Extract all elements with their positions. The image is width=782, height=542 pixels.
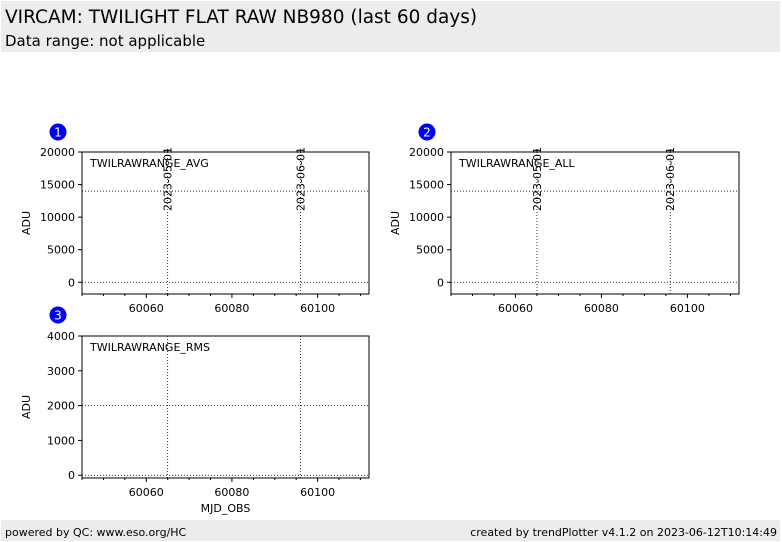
page-title: VIRCAM: TWILIGHT FLAT RAW NB980 (last 60… [5,7,478,28]
x-tick-label: 60100 [300,486,335,499]
date-label: 2023-06-01 [294,147,307,211]
panel-badge [418,123,436,141]
x-tick-label: 60080 [214,302,249,315]
y-axis-label: ADU [389,211,402,235]
chart-panel-3: 0 1000 2000 3000 4000 60060 60080 60100 TWILRAWR… [20,306,370,515]
y-tick-label: 4000 [47,330,75,343]
data-range-subtitle: Data range: not applicable [5,32,206,50]
x-tick-label: 60080 [214,486,249,499]
y-tick-label: 10000 [409,211,444,224]
y-tick-label: 15000 [40,179,75,192]
y-axis-label: ADU [20,395,33,419]
date-label: 2023-05-01 [162,147,175,211]
y-tick-label: 20000 [40,146,75,159]
y-tick-label: 1000 [47,434,75,447]
parameter-label: TWILRAWRANGE_ALL [458,157,576,170]
y-tick-label: 3000 [47,365,75,378]
footer-bar: powered by QC: www.eso.org/HC created by… [1,520,780,541]
x-tick-label: 60060 [498,302,533,315]
header-bar: VIRCAM: TWILIGHT FLAT RAW NB980 (last 60… [1,1,780,52]
chart-panel-2: 2023-05-01 2023-06-01 0 5000 10000 15000 20000… [389,123,740,315]
chart-panel-1: 2023-05-01 2023-06-01 0 5000 10000 15000 20000… [20,123,370,315]
panel-badge [49,306,67,324]
footer-created-by: created by trendPlotter v4.1.2 on 2023-0… [470,526,777,539]
parameter-label: TWILRAWRANGE_RMS [89,341,210,354]
y-tick-label: 5000 [47,244,75,257]
y-tick-label: 2000 [47,400,75,413]
plot-frame [81,335,370,479]
date-label: 2023-06-01 [664,147,677,211]
x-tick-label: 60060 [129,302,164,315]
plot-frame [81,151,370,295]
y-tick-label: 15000 [409,179,444,192]
y-axis-label: ADU [20,211,33,235]
x-tick-label: 60100 [300,302,335,315]
y-tick-label: 10000 [40,211,75,224]
panel-badge-number: 3 [54,309,62,323]
y-tick-label: 0 [437,276,444,289]
y-tick-label: 5000 [416,244,444,257]
date-label: 2023-05-01 [531,147,544,211]
panel-badge [49,123,67,141]
x-axis-label: MJD_OBS [201,502,251,515]
panel-badge-number: 1 [54,126,62,140]
x-tick-label: 60100 [670,302,705,315]
x-tick-label: 60060 [129,486,164,499]
plot-frame [450,151,740,295]
panel-badge-number: 2 [423,126,431,140]
footer-powered-by: powered by QC: www.eso.org/HC [5,526,187,539]
parameter-label: TWILRAWRANGE_AVG [89,157,209,170]
x-tick-label: 60080 [584,302,619,315]
y-tick-label: 0 [68,276,75,289]
y-tick-label: 0 [68,469,75,482]
y-tick-label: 20000 [409,146,444,159]
